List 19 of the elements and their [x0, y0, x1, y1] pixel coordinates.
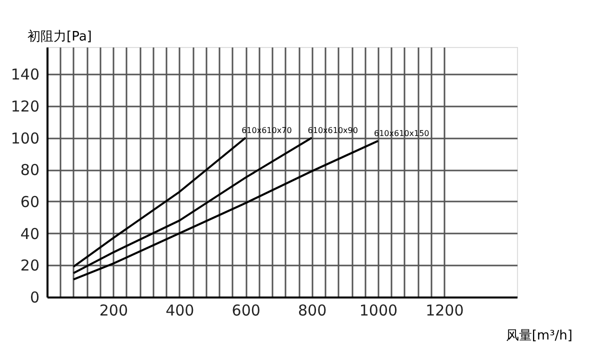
- x-tick-label: 400: [166, 302, 194, 320]
- y-tick-label: 140: [10, 66, 40, 84]
- y-tick-label: 20: [20, 256, 40, 275]
- x-axis-title: 风量[m³/h]: [506, 328, 572, 344]
- y-tick-label: 40: [20, 224, 40, 243]
- line-series: [72, 136, 247, 268]
- y-tick-label: 0: [30, 288, 40, 306]
- y-axis-title: 初阻力[Pa]: [28, 30, 92, 44]
- x-tick-label: 600: [232, 302, 260, 320]
- y-tick-label: 120: [10, 97, 40, 116]
- line-series: [72, 140, 379, 280]
- y-tick-label: 80: [20, 161, 40, 180]
- y-tick-label: 60: [20, 192, 40, 211]
- y-tick-label: 100: [10, 129, 40, 148]
- x-tick-label: 1000: [359, 302, 398, 320]
- x-tick-label: 800: [298, 302, 327, 320]
- x-tick-label: 200: [99, 302, 128, 320]
- line-series: [72, 136, 313, 274]
- x-tick-label: 1200: [426, 302, 464, 320]
